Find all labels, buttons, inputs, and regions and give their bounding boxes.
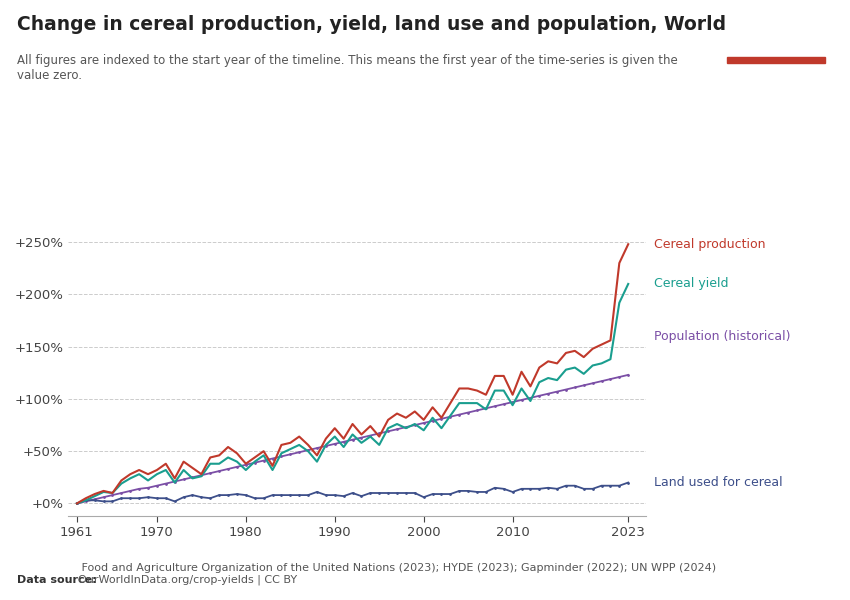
Text: Food and Agriculture Organization of the United Nations (2023); HYDE (2023); Gap: Food and Agriculture Organization of the… [78, 563, 717, 585]
Bar [727, 56, 824, 63]
Text: in Data: in Data [755, 37, 796, 47]
Text: Population (historical): Population (historical) [654, 330, 791, 343]
Text: Cereal production: Cereal production [654, 238, 766, 251]
Text: Land used for cereal: Land used for cereal [654, 476, 783, 489]
Text: Change in cereal production, yield, land use and population, World: Change in cereal production, yield, land… [17, 15, 726, 34]
Text: Cereal yield: Cereal yield [654, 277, 729, 290]
Text: Our World: Our World [746, 23, 805, 32]
Text: Data source:: Data source: [17, 575, 97, 585]
Text: All figures are indexed to the start year of the timeline. This means the first : All figures are indexed to the start yea… [17, 54, 677, 82]
